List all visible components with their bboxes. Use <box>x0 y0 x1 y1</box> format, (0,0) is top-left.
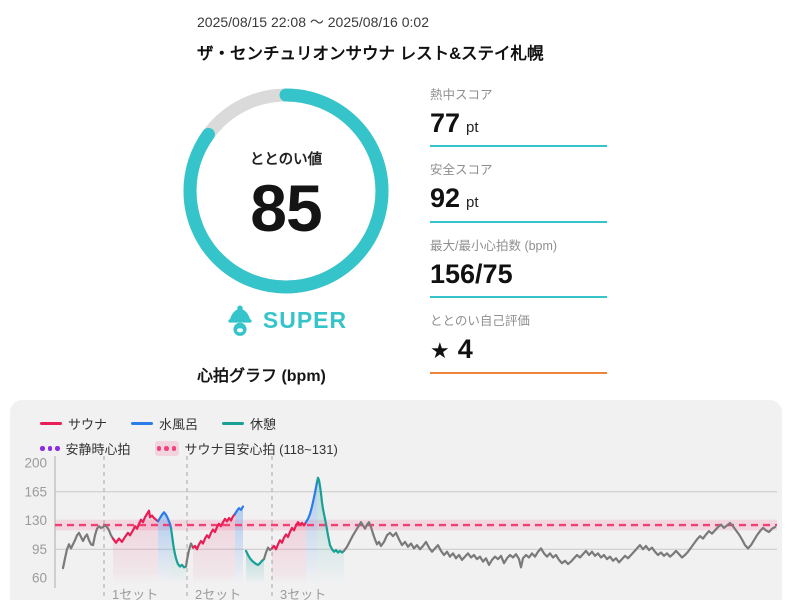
stat-value: 156/75 <box>430 258 513 289</box>
hr-trace-cold-2 <box>233 505 245 516</box>
stat-item-0: 熱中スコア 77 pt <box>430 84 607 148</box>
legend-label: サウナ目安心拍 (118~131) <box>184 442 338 457</box>
sauna-hat-icon <box>228 305 252 336</box>
totonoi-gauge: ととのい値 85 <box>183 88 389 294</box>
stat-item-3: ととのい自己評価 ★ 4 <box>430 310 607 374</box>
legend-item: サウナ目安心拍 (118~131) <box>154 439 338 458</box>
heart-rate-chart: 200 165 130 95 60 1セット 2セット 3セット <box>24 456 777 600</box>
stat-item-2: 最大/最小心拍数 (bpm) 156/75 <box>430 235 607 299</box>
rank-badge-label: SUPER <box>262 307 348 333</box>
star-icon: ★ <box>430 338 450 364</box>
stat-value: 92 <box>430 183 461 214</box>
hr-trace-between-2 <box>262 546 274 561</box>
heart-rate-chart-panel: 200 165 130 95 60 1セット 2セット 3セット サウナ 水風呂 休憩 安静時心拍サ… <box>10 400 782 600</box>
hr-trace-cold-1 <box>156 511 173 529</box>
stat-unit: pt <box>466 194 479 212</box>
gauge-ring <box>183 88 389 294</box>
chart-legend: サウナ 水風呂 休憩安静時心拍 サウナ目安心拍 (118~131) <box>40 414 338 458</box>
stat-value-row: 77 pt <box>430 107 607 139</box>
hr-trace-sauna-3 <box>270 521 308 551</box>
stat-value-row: 92 pt <box>430 182 607 214</box>
hr-trace-warmup <box>61 524 115 570</box>
legend-label: サウナ <box>68 417 108 432</box>
phase-area-sauna-1 <box>113 510 158 584</box>
stat-label: 最大/最小心拍数 (bpm) <box>430 238 558 253</box>
phase-area-sauna-3 <box>272 522 306 584</box>
hr-trace-sauna-1 <box>111 509 160 544</box>
hr-trace-rest-1 <box>169 526 188 569</box>
session-date-range: 2025/08/15 22:08 〜 2025/08/16 0:02 <box>197 14 429 30</box>
phase-area-rest-3 <box>317 477 344 584</box>
legend-label: 水風呂 <box>159 417 199 432</box>
stat-item-1: 安全スコア 92 pt <box>430 159 607 223</box>
legend-swatch-icon <box>154 441 179 456</box>
stat-value: 77 <box>430 108 461 138</box>
stat-value-row: 156/75 <box>430 258 607 290</box>
gauge-ring-progress <box>183 88 389 294</box>
hr-trace-sauna-2 <box>191 512 237 551</box>
gauge-label: ととのい値 <box>249 152 323 168</box>
phase-area-cold-2 <box>235 506 243 584</box>
stat-value-row: ★ 4 <box>430 333 607 365</box>
legend-item: 安静時心拍 <box>40 439 131 458</box>
stat-unit: pt <box>466 119 479 136</box>
y-tick-label: 165 <box>24 484 47 499</box>
legend-row: サウナ 水風呂 休憩 <box>40 414 338 433</box>
chart-title: 心拍グラフ (bpm) <box>197 368 326 385</box>
hr-trace-cold-3 <box>304 480 319 524</box>
y-tick-label: 95 <box>32 542 47 557</box>
hr-trace-rest-2 <box>244 549 266 566</box>
legend-swatch-icon <box>222 421 245 426</box>
stats-list: 熱中スコア 77 pt 安全スコア 92 pt 最大/最小心拍数 (bpm) 156/75 とと… <box>430 84 607 386</box>
stat-label: ととのい自己評価 <box>430 314 530 329</box>
set-marker-label: 2セット <box>195 587 241 600</box>
legend-label: 安静時心拍 <box>65 442 131 457</box>
hr-trace-rest-3 <box>315 476 346 554</box>
stat-label: 熱中スコア <box>430 88 493 102</box>
stat-label: 安全スコア <box>430 163 493 178</box>
legend-row: 安静時心拍 サウナ目安心拍 (118~131) <box>40 439 338 458</box>
phase-area-sauna-2 <box>193 513 235 584</box>
y-tick-label: 60 <box>32 571 47 586</box>
hr-trace-cooldown <box>342 521 777 569</box>
y-tick-label: 130 <box>24 513 47 528</box>
hr-trace-between-1 <box>184 542 195 568</box>
set-marker-label: 3セット <box>280 587 326 600</box>
phase-area-cold-3 <box>306 481 317 584</box>
legend-item: 水風呂 <box>131 414 198 433</box>
phase-area-cold-1 <box>158 512 171 584</box>
legend-swatch-icon <box>40 421 62 426</box>
rank-badge: SUPER <box>183 305 389 336</box>
phase-area-rest-1 <box>171 527 186 584</box>
legend-swatch-icon <box>40 446 60 451</box>
legend-label: 休憩 <box>250 417 277 432</box>
y-tick-label: 200 <box>24 456 47 471</box>
gauge-value: 85 <box>250 171 322 245</box>
legend-item: サウナ <box>40 414 107 433</box>
set-marker-label: 1セット <box>112 587 158 600</box>
stat-value: 4 <box>457 334 473 365</box>
facility-name: ザ・センチュリオンサウナ レスト&ステイ札幌 <box>197 45 544 63</box>
legend-item: 休憩 <box>222 414 276 433</box>
legend-swatch-icon <box>131 421 154 426</box>
